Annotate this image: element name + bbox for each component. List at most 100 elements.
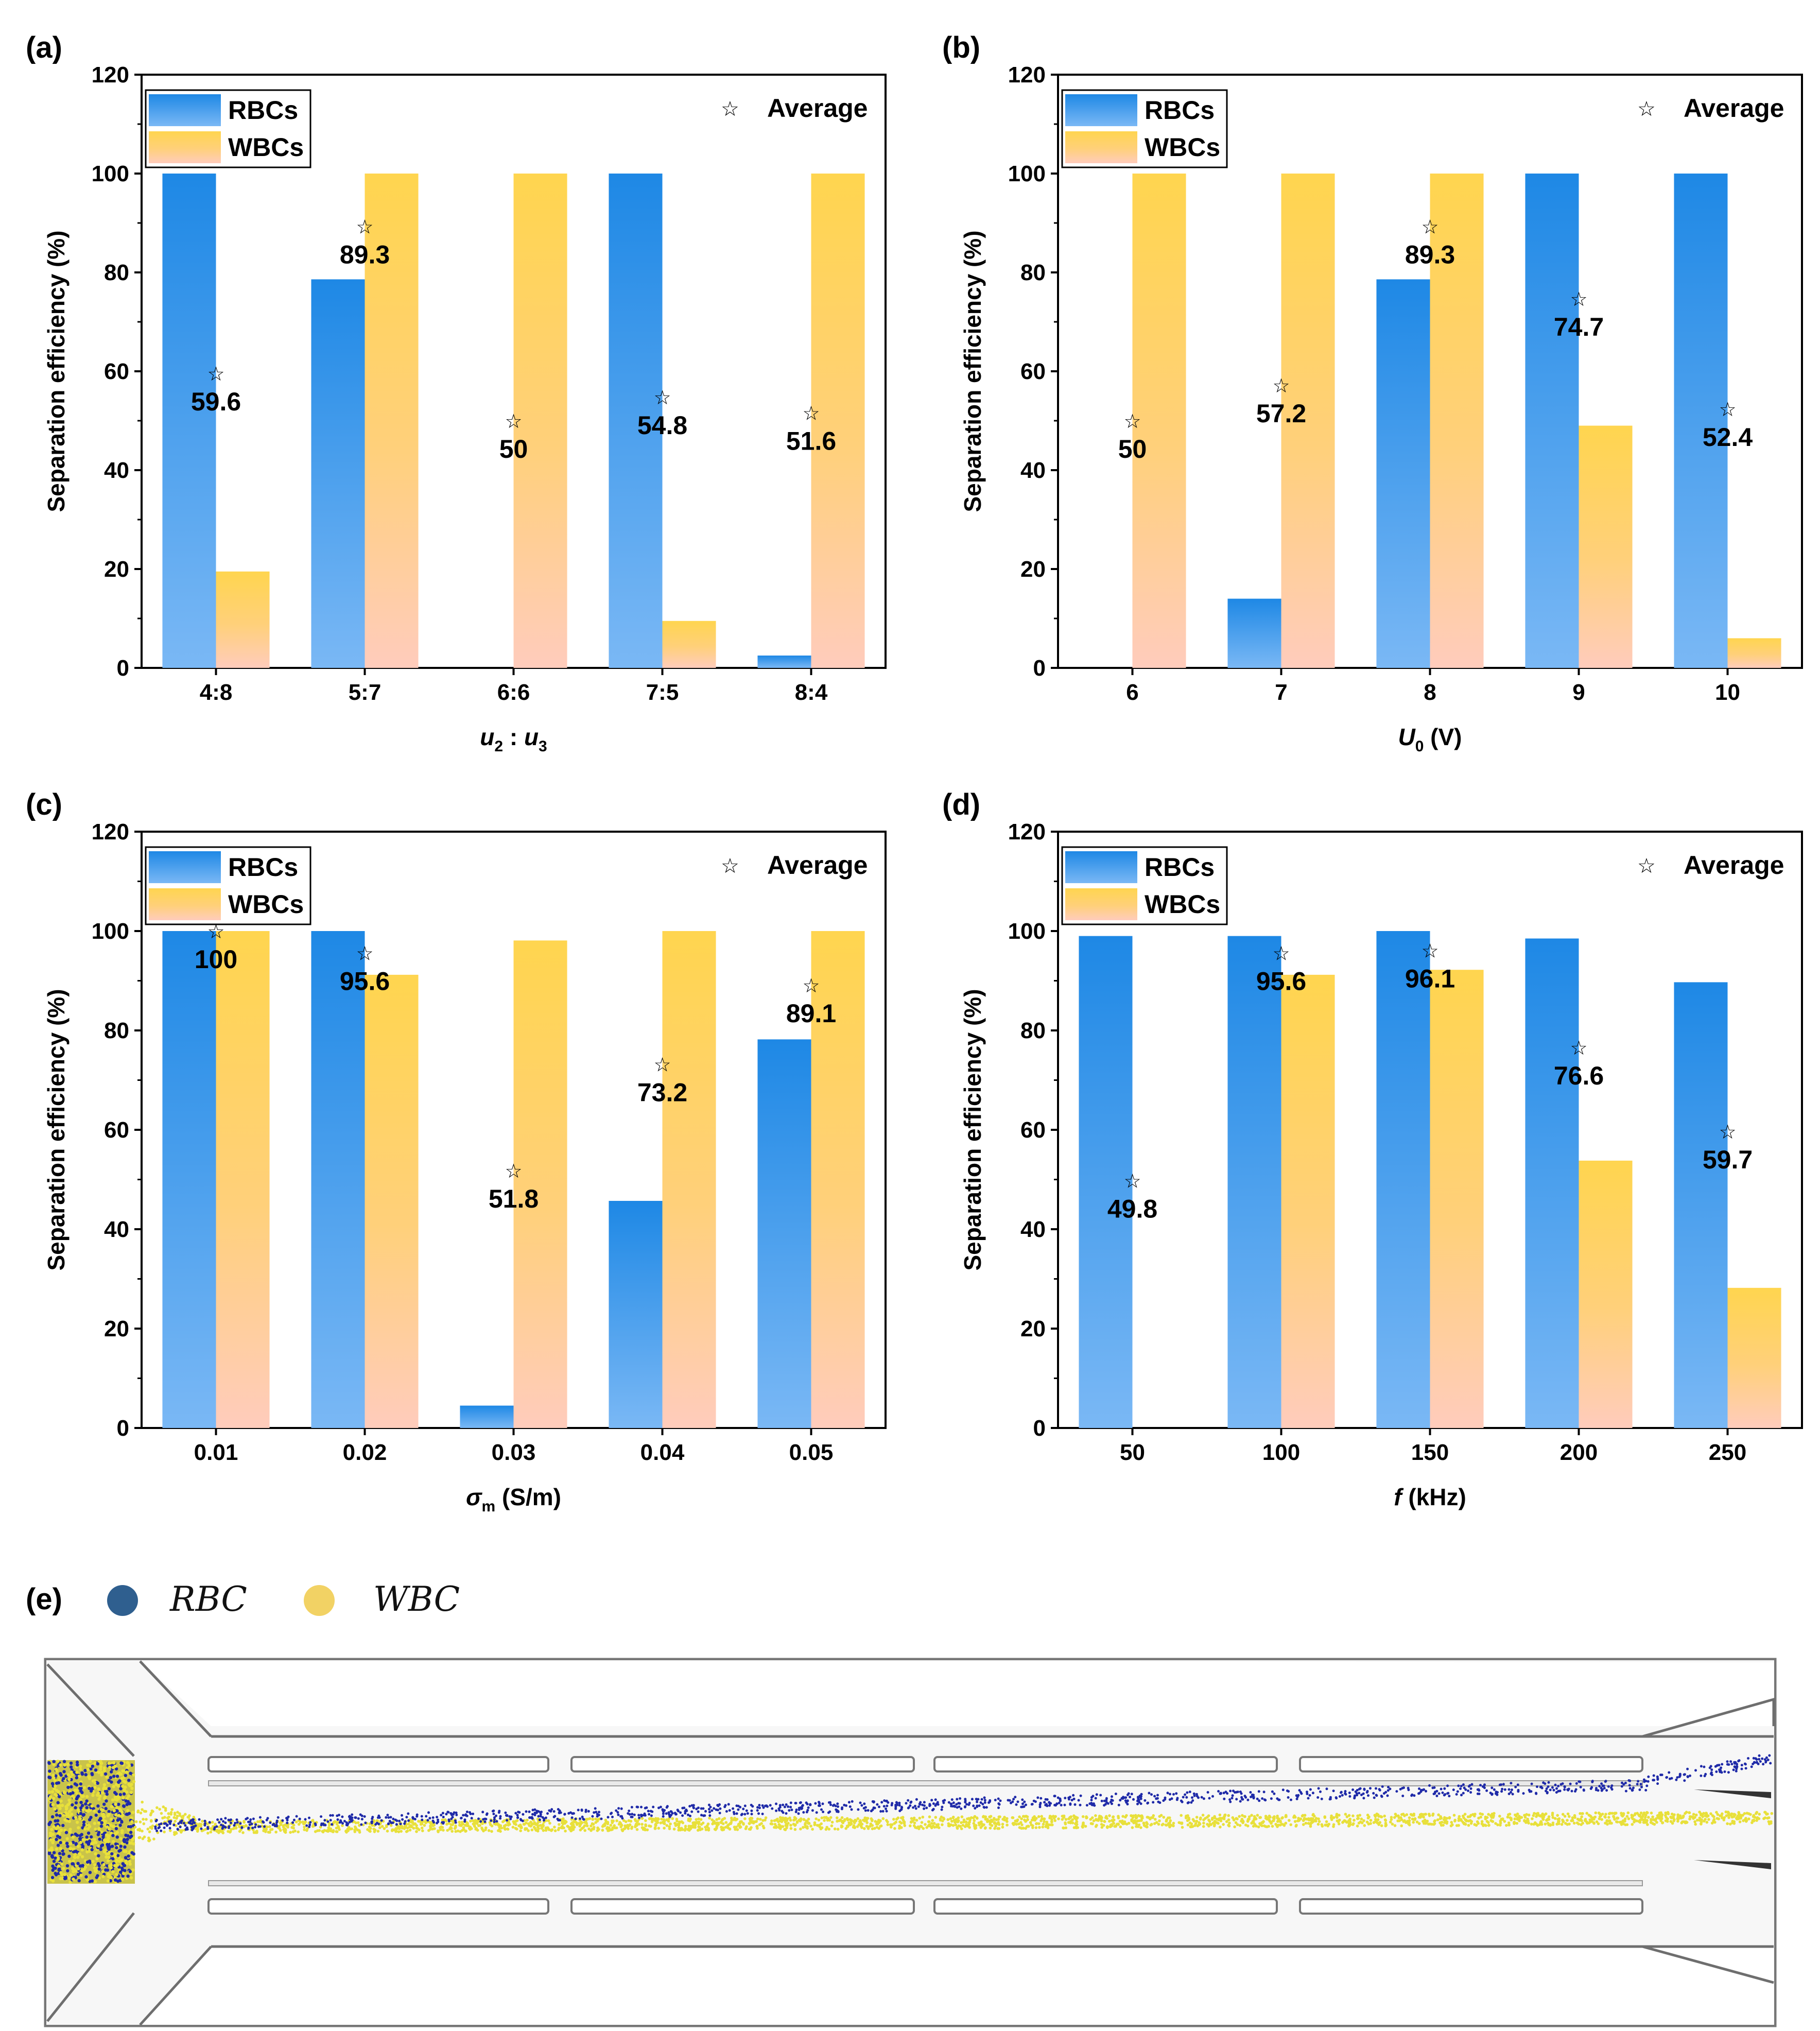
rbc-particle xyxy=(1246,1798,1250,1801)
average-marker: ☆ xyxy=(505,410,522,433)
rbc-particle xyxy=(769,1804,772,1807)
wbc-particle xyxy=(881,1817,885,1820)
electrode-bottom-1 xyxy=(207,1898,549,1915)
wbc-particle xyxy=(1064,1818,1068,1821)
wbc-particle xyxy=(1330,1814,1333,1818)
average-data-label: 59.6 xyxy=(191,387,241,416)
wbc-particle xyxy=(863,1827,866,1830)
wbc-particle xyxy=(592,1826,596,1829)
rbc-particle xyxy=(1206,1791,1209,1794)
wbc-particle xyxy=(1758,1813,1761,1816)
rbc-bar xyxy=(162,931,216,1428)
wbc-bar xyxy=(662,931,716,1428)
rbc-particle xyxy=(1334,1796,1338,1799)
wbc-particle xyxy=(65,1806,68,1810)
wbc-particle xyxy=(54,1784,57,1788)
rbc-particle xyxy=(351,1813,354,1816)
rbc-particle xyxy=(104,1789,108,1793)
wbc-particle xyxy=(204,1828,207,1831)
wbc-particle xyxy=(863,1816,866,1819)
rbc-particle xyxy=(348,1815,351,1818)
wbc-particle xyxy=(1705,1820,1709,1824)
rbc-particle xyxy=(248,1823,251,1826)
rbc-particle xyxy=(702,1807,705,1810)
wbc-particle xyxy=(1213,1815,1216,1818)
rbc-particle xyxy=(229,1821,232,1825)
wbc-particle xyxy=(1312,1813,1315,1816)
rbc-particle xyxy=(275,1825,278,1828)
rbc-particle xyxy=(885,1800,888,1802)
average-data-label: 96.1 xyxy=(1405,965,1455,993)
panel-letter: (b) xyxy=(942,31,980,64)
rbc-particle xyxy=(96,1781,99,1785)
rbc-particle xyxy=(531,1813,534,1816)
rbc-particle xyxy=(1435,1795,1438,1797)
wbc-particle xyxy=(1704,1814,1707,1817)
rbc-particle xyxy=(269,1821,272,1824)
rbc-particle xyxy=(465,1811,469,1813)
wbc-particle xyxy=(126,1766,129,1770)
rbc-particle xyxy=(230,1818,232,1821)
rbc-particle xyxy=(84,1875,88,1879)
wbc-particle xyxy=(717,1817,721,1820)
rbc-particle xyxy=(427,1811,430,1814)
wbc-particle xyxy=(184,1813,187,1816)
wbc-particle xyxy=(1110,1825,1113,1828)
wbc-particle xyxy=(1623,1817,1627,1820)
x-tick-label: 10 xyxy=(1715,680,1740,705)
wbc-particle xyxy=(1656,1814,1659,1817)
average-marker: ☆ xyxy=(1570,288,1587,311)
wbc-particle xyxy=(1377,1823,1380,1826)
wbc-particle xyxy=(1664,1811,1667,1815)
wbc-particle xyxy=(107,1837,110,1840)
average-data-label: 95.6 xyxy=(340,967,390,995)
wbc-particle xyxy=(1073,1816,1077,1820)
rbc-particle xyxy=(99,1825,103,1828)
wbc-particle xyxy=(111,1825,115,1828)
rbc-particle xyxy=(895,1801,898,1804)
rbc-particle xyxy=(81,1864,84,1867)
rbc-particle xyxy=(550,1808,553,1811)
wbc-particle xyxy=(713,1820,716,1823)
rbc-particle xyxy=(308,1816,310,1819)
wbc-particle xyxy=(700,1822,703,1826)
rbc-particle xyxy=(750,1809,753,1812)
wbc-particle xyxy=(252,1831,256,1834)
wbc-particle xyxy=(523,1822,526,1826)
wbc-particle xyxy=(1181,1826,1184,1829)
wbc-particle xyxy=(114,1802,117,1806)
wbc-particle xyxy=(732,1818,736,1821)
wbc-particle xyxy=(142,1818,145,1821)
wbc-particle xyxy=(1581,1812,1584,1815)
rbc-particle xyxy=(1156,1794,1159,1797)
wbc-particle xyxy=(579,1822,582,1826)
wbc-particle xyxy=(1445,1821,1448,1825)
rbc-particle xyxy=(74,1806,77,1810)
rbc-particle xyxy=(541,1816,544,1819)
rbc-particle xyxy=(679,1811,682,1814)
wbc-particle xyxy=(1325,1820,1328,1823)
wbc-particle xyxy=(536,1826,540,1829)
rbc-particle xyxy=(65,1841,69,1845)
wbc-particle xyxy=(542,1829,545,1832)
rbc-particle xyxy=(1601,1784,1604,1787)
wbc-particle xyxy=(128,1860,131,1863)
rbc-particle xyxy=(822,1811,825,1813)
wbc-particle xyxy=(1307,1817,1310,1820)
average-marker: ☆ xyxy=(356,216,373,238)
rbc-particle xyxy=(1555,1787,1558,1790)
rbc-particle xyxy=(707,1803,710,1806)
wbc-particle xyxy=(1344,1813,1347,1816)
outlet-upper-wall xyxy=(1642,1697,1775,1738)
rbc-particle xyxy=(57,1781,61,1785)
rbc-particle xyxy=(1605,1789,1608,1792)
rbc-particle xyxy=(1164,1798,1167,1801)
wbc-particle xyxy=(669,1822,672,1826)
wbc-particle xyxy=(134,1820,138,1823)
rbc-particle xyxy=(1362,1792,1365,1795)
rbc-particle xyxy=(116,1879,120,1883)
wbc-particle xyxy=(67,1778,71,1781)
wbc-particle xyxy=(820,1816,824,1819)
wbc-particle xyxy=(1540,1823,1544,1826)
wbc-particle xyxy=(720,1826,723,1829)
